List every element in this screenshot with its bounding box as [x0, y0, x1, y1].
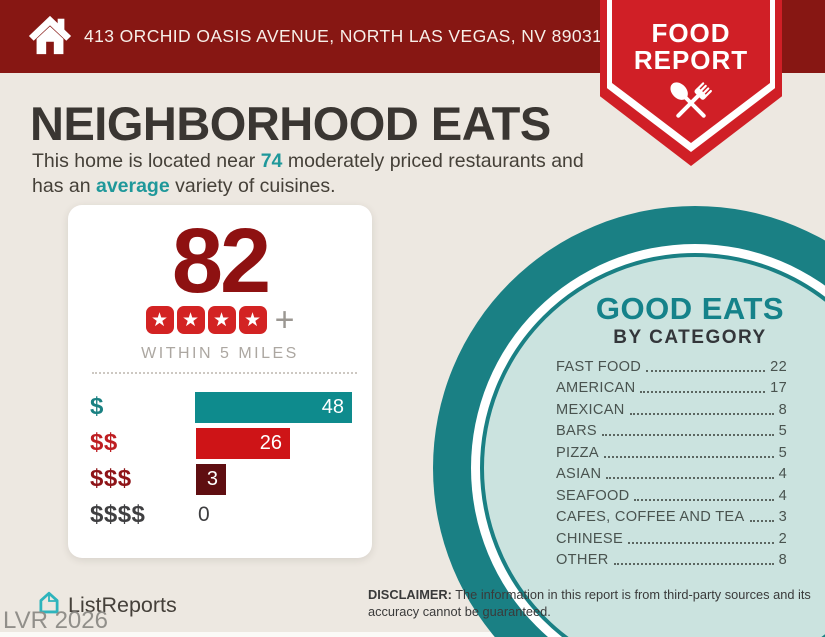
dotted-leader — [634, 498, 774, 501]
price-bar-value: 26 — [259, 431, 282, 454]
ribbon-title: FOOD REPORT — [612, 0, 770, 74]
category-value: 5 — [778, 444, 787, 461]
good-eats-title: GOOD EATS — [595, 291, 785, 326]
category-row: SEAFOOD 4 — [556, 484, 787, 506]
dotted-leader — [627, 541, 774, 544]
category-row: AMERICAN 17 — [556, 377, 787, 399]
category-row: CHINESE 2 — [556, 527, 787, 549]
category-value: 3 — [778, 509, 787, 525]
price-row: $ 48 — [90, 389, 352, 425]
crossed-spoon-fork-icon — [662, 82, 720, 136]
category-row: PIZZA 5 — [556, 441, 787, 463]
category-list: FAST FOOD 22 AMERICAN 17 MEXICAN 8 BARS 5 PI… — [556, 355, 787, 570]
radius-label: WITHIN 5 MILES — [141, 345, 299, 362]
watermark: LVR 2026 — [3, 607, 108, 634]
category-row: FAST FOOD 22 — [556, 355, 787, 377]
category-value: 22 — [770, 358, 787, 375]
page-title: NEIGHBORHOOD EATS — [30, 97, 551, 150]
dotted-leader — [601, 434, 774, 436]
category-value: 2 — [778, 530, 787, 547]
ribbon-title-line2: REPORT — [633, 45, 749, 75]
category-label: PIZZA — [556, 444, 599, 461]
dotted-leader — [613, 563, 774, 565]
ribbon-title-line1: FOOD — [651, 18, 731, 48]
price-bar: 26 — [196, 427, 290, 459]
listreports-brand: ListReports — [36, 590, 177, 621]
star-icon: ★ — [238, 306, 267, 334]
score-card: 82 ★ ★ ★ ★ + WITHIN 5 MILES $ 48 $$ 26 $… — [68, 205, 372, 558]
plus-icon: + — [274, 301, 295, 339]
summary-part3: variety of cuisines. — [169, 175, 336, 198]
category-label: CHINESE — [556, 530, 623, 547]
category-label: OTHER — [556, 552, 609, 568]
house-icon — [27, 12, 73, 63]
dotted-leader — [749, 520, 774, 522]
category-row: ASIAN 4 — [556, 463, 787, 485]
category-row: BARS 5 — [556, 420, 787, 442]
price-row: $$$ 3 — [90, 461, 352, 497]
dotted-leader — [606, 477, 774, 479]
variety-rating: average — [95, 175, 170, 198]
star-icon: ★ — [207, 306, 236, 334]
star-icon: ★ — [145, 306, 174, 334]
category-label: AMERICAN — [556, 380, 636, 396]
category-value: 8 — [778, 401, 787, 418]
listreports-logo-icon — [36, 590, 62, 621]
category-value: 4 — [778, 466, 787, 482]
category-label: SEAFOOD — [556, 487, 630, 504]
dotted-leader — [640, 391, 766, 393]
price-bar: 3 — [196, 463, 226, 495]
disclaimer: DISCLAIMER: The information in this repo… — [368, 587, 820, 621]
disclaimer-label: DISCLAIMER: — [368, 587, 452, 602]
restaurant-count: 74 — [260, 150, 283, 172]
restaurant-score: 82 — [171, 210, 271, 312]
category-value: 4 — [778, 487, 787, 504]
price-row: $$$$ 0 — [90, 497, 352, 533]
category-value: 8 — [778, 552, 787, 568]
bottom-edge-strip — [0, 632, 825, 637]
price-bar: 48 — [194, 391, 352, 423]
dotted-divider — [92, 372, 357, 374]
category-row: OTHER 8 — [556, 549, 787, 571]
category-label: FAST FOOD — [556, 358, 642, 375]
star-rating: ★ ★ ★ ★ + — [68, 301, 372, 339]
disclaimer-text: The information in this report is from t… — [368, 587, 811, 619]
dotted-leader — [629, 412, 774, 415]
summary-part2: moderately priced restaurants and has an — [32, 150, 584, 198]
category-row: CAFES, COFFEE AND TEA 3 — [556, 506, 787, 528]
category-label: CAFES, COFFEE AND TEA — [556, 509, 745, 525]
dotted-leader — [603, 455, 774, 458]
summary-text: This home is located near 74 moderately … — [32, 149, 588, 200]
star-icon: ★ — [176, 306, 205, 334]
price-level-chart: $ 48 $$ 26 $$$ 3 $$$$ 0 — [90, 389, 352, 533]
price-level-label: $$$ — [90, 465, 132, 492]
category-label: ASIAN — [556, 466, 602, 482]
price-row: $$ 26 — [90, 425, 352, 461]
dotted-leader — [646, 369, 766, 372]
category-label: BARS — [556, 423, 597, 439]
price-level-label: $$$$ — [90, 501, 146, 528]
category-label: MEXICAN — [556, 401, 625, 418]
price-level-label: $$ — [90, 429, 118, 456]
price-bar-value: 0 — [198, 503, 210, 526]
category-row: MEXICAN 8 — [556, 398, 787, 420]
price-bar-value: 48 — [321, 395, 344, 418]
summary-part1: This home is located near — [32, 150, 261, 172]
price-level-label: $ — [90, 393, 104, 420]
price-bar-value: 3 — [206, 467, 218, 490]
property-address: 413 ORCHID OASIS AVENUE, NORTH LAS VEGAS… — [84, 26, 603, 46]
good-eats-subtitle: BY CATEGORY — [613, 327, 767, 348]
category-value: 5 — [778, 423, 787, 439]
brand-name: ListReports — [68, 593, 177, 617]
category-value: 17 — [770, 380, 787, 396]
